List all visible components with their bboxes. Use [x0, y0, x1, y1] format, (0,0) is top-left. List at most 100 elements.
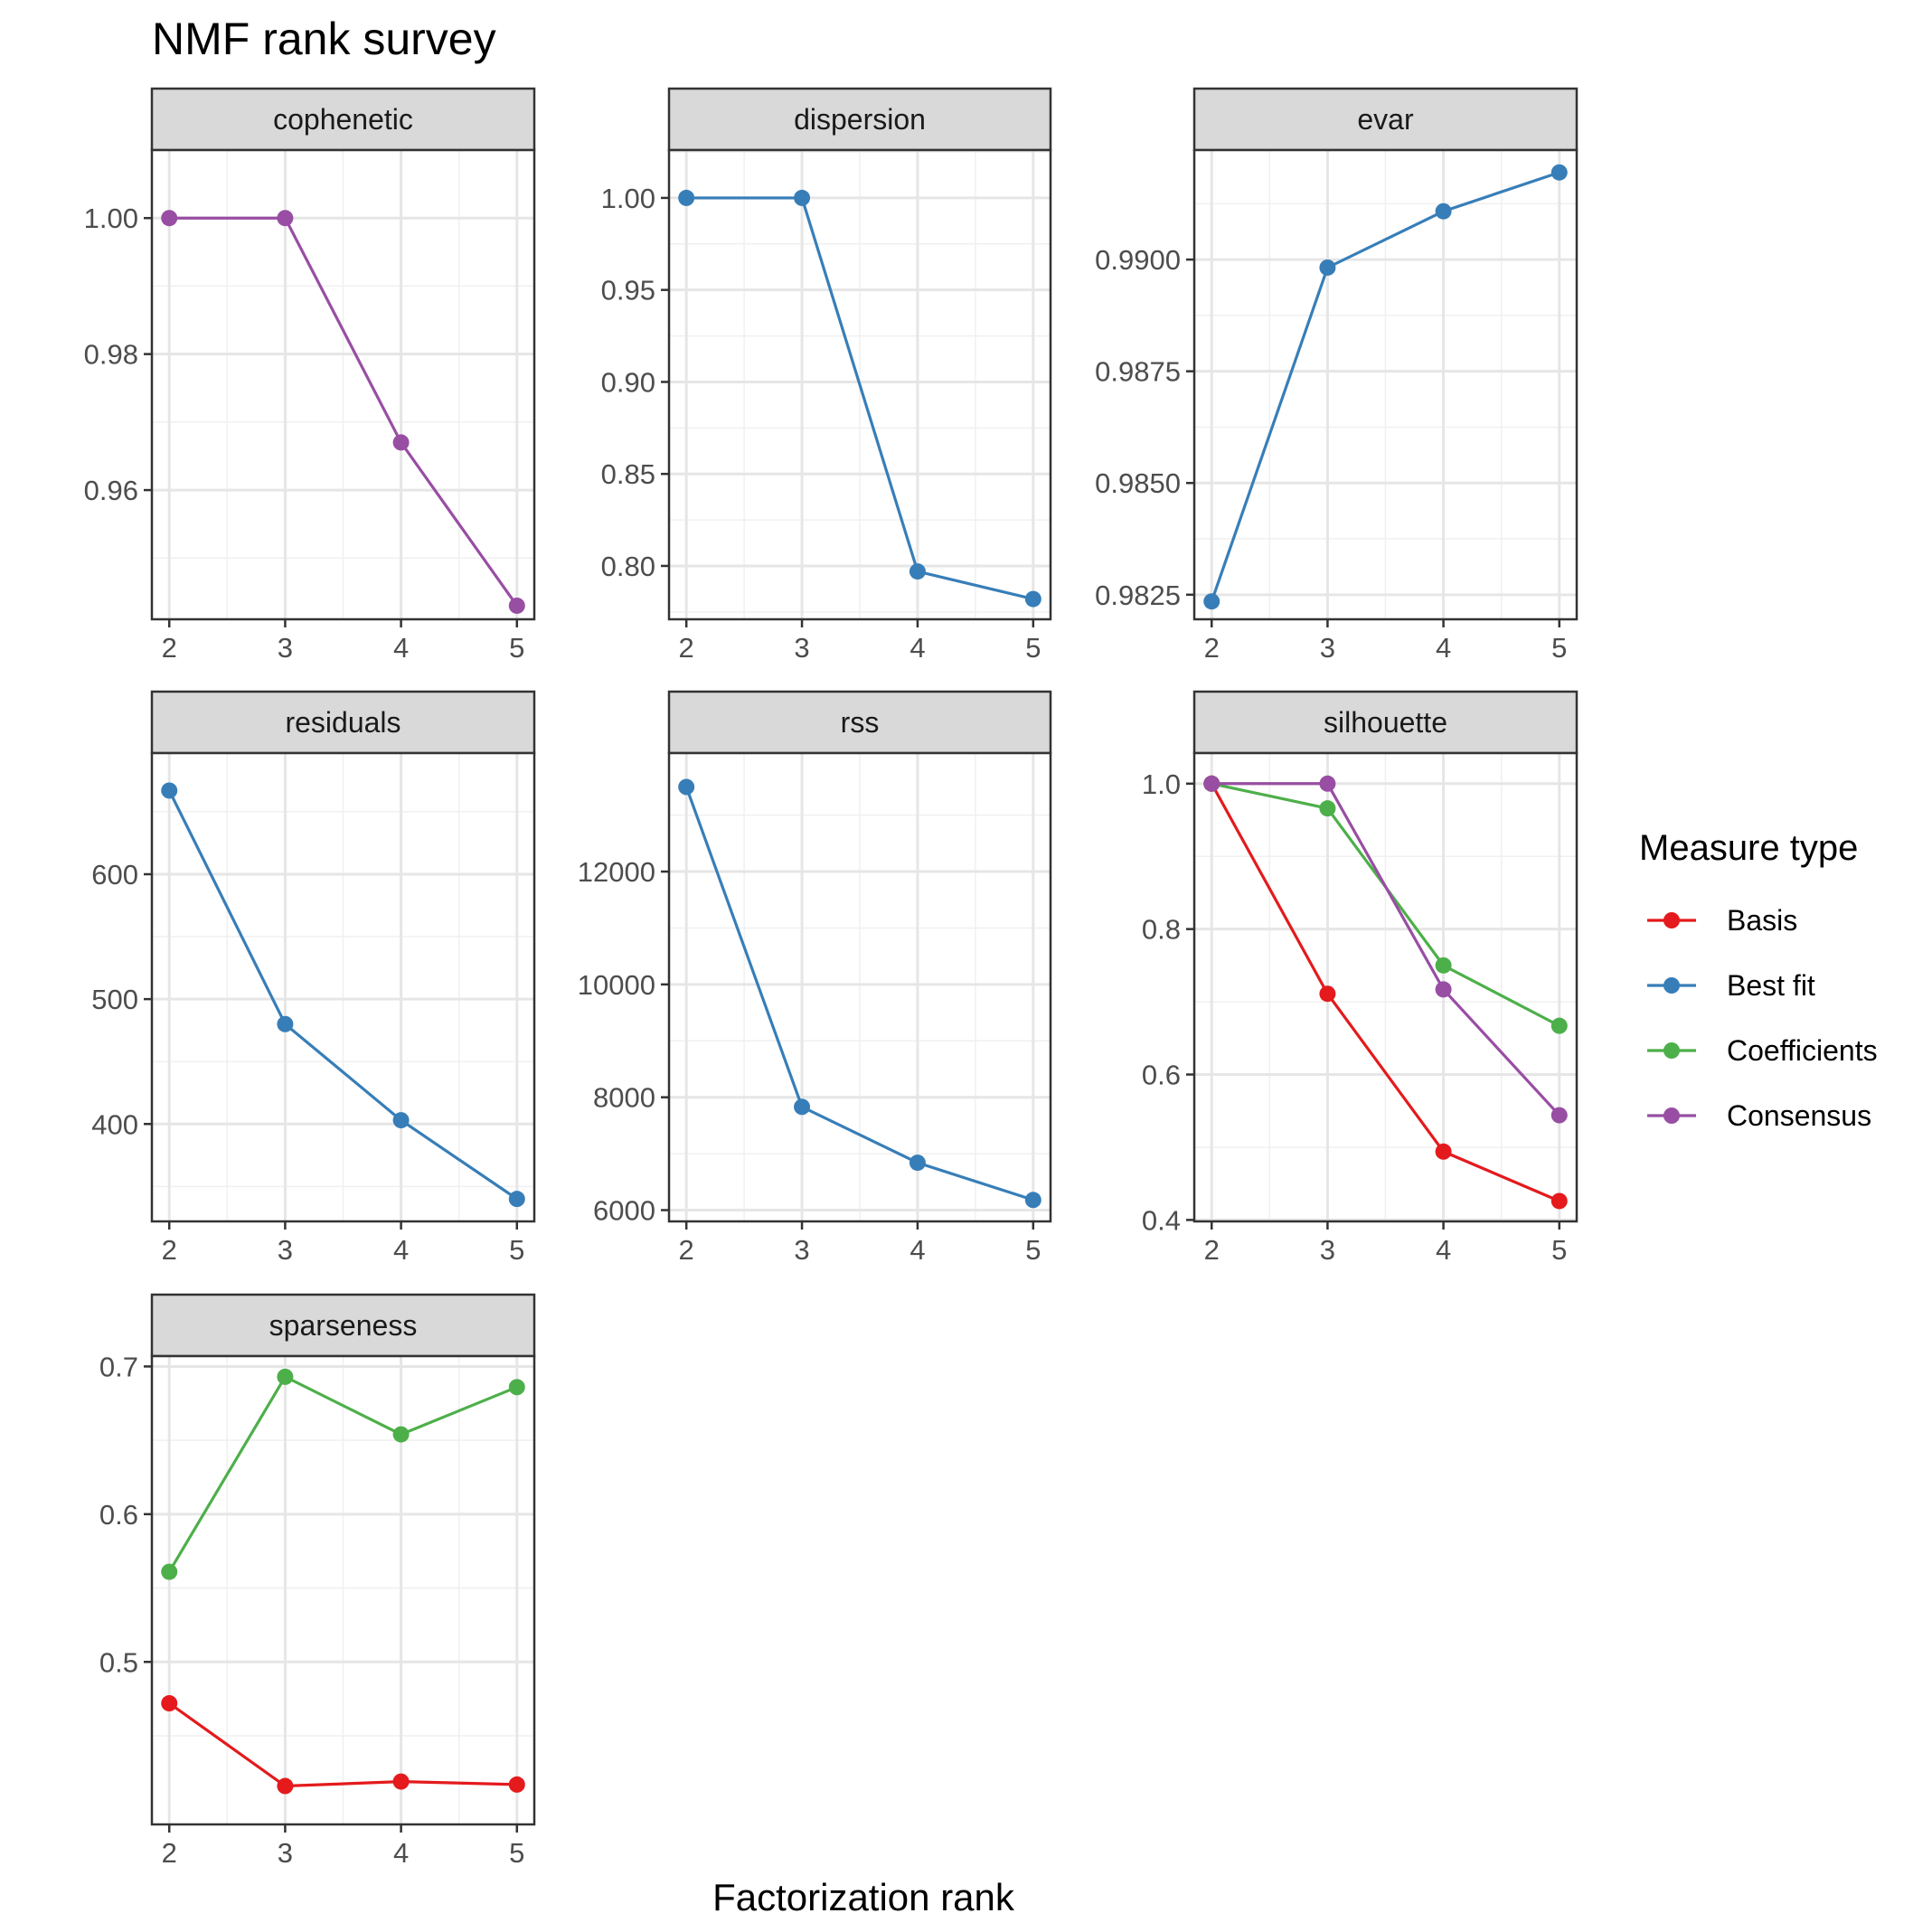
facet-strip: [667, 690, 1052, 755]
y-tick-label: 0.9825: [1095, 580, 1181, 611]
legend-label: Coefficients: [1727, 1034, 1878, 1067]
data-point: [1435, 981, 1452, 998]
y-tick-label: 400: [91, 1108, 138, 1140]
y-tick-label: 0.98: [84, 339, 138, 371]
x-tick-label: 3: [1320, 632, 1335, 664]
data-point: [678, 778, 695, 796]
x-tick-label: 4: [909, 1234, 925, 1266]
x-tick-label: 5: [509, 1837, 524, 1869]
y-tick-label: 0.6: [1142, 1060, 1181, 1091]
y-tick-label: 600: [91, 859, 138, 891]
series-line: [684, 786, 1034, 1202]
data-point: [1435, 1143, 1452, 1160]
x-tick-label: 2: [679, 1234, 694, 1266]
data-point: [909, 1154, 926, 1172]
x-tick-label: 2: [162, 1234, 177, 1266]
legend-key-point: [1663, 1042, 1680, 1059]
data-point: [1435, 203, 1452, 220]
data-point: [1319, 800, 1336, 817]
panel-sparseness: sparseness 0.7 0.6 0.5 2 3 4 5: [99, 1293, 536, 1869]
data-point: [1024, 1192, 1041, 1209]
y-tick-label: 12000: [578, 856, 655, 888]
data-point: [1319, 985, 1336, 1003]
panel-silhouette: silhouette 1.0 0.8 0.6 0.4 2 3 4 5: [1142, 690, 1579, 1266]
facet-strip-label: sparseness: [269, 1309, 418, 1342]
y-tick-label: 0.9850: [1095, 467, 1181, 499]
x-tick-label: 3: [278, 1837, 293, 1869]
legend-entry-basis: Basis: [1647, 904, 1797, 937]
panel-rss: rss 12000 10000 8000 6000 2 3 4 5: [578, 690, 1052, 1266]
y-tick-label: 1.00: [601, 183, 655, 214]
x-tick-label: 3: [794, 1234, 809, 1266]
series-best-fit: [161, 782, 525, 1208]
x-tick-label: 3: [278, 632, 293, 664]
facet-strip-label: silhouette: [1324, 706, 1447, 739]
data-point: [277, 1015, 294, 1032]
x-axis-title: Factorization rank: [712, 1876, 1015, 1918]
y-tick-label: 1.0: [1142, 768, 1181, 800]
y-tick-label: 0.9875: [1095, 356, 1181, 388]
x-tick-label: 4: [1436, 1234, 1451, 1266]
data-point: [909, 563, 926, 580]
x-tick-label: 2: [1204, 1234, 1220, 1266]
y-tick-label: 0.90: [601, 366, 655, 398]
x-tick-label: 4: [393, 1234, 409, 1266]
x-tick-label: 2: [162, 632, 177, 664]
facet-strip: [150, 87, 536, 152]
y-tick-label: 0.85: [601, 458, 655, 490]
legend-label: Best fit: [1727, 969, 1815, 1002]
legend-label: Basis: [1727, 904, 1797, 937]
facet-strip: [1192, 87, 1579, 152]
x-tick-label: 3: [794, 632, 809, 664]
series-best-fit: [678, 778, 1041, 1209]
x-tick-label: 4: [1436, 632, 1451, 664]
x-tick-label: 5: [1025, 1234, 1041, 1266]
y-tick-label: 0.8: [1142, 914, 1181, 946]
y-tick-label: 6000: [593, 1195, 655, 1227]
y-tick-label: 0.6: [99, 1499, 138, 1531]
y-tick-label: 8000: [593, 1082, 655, 1114]
y-tick-label: 10000: [578, 969, 655, 1001]
data-point: [1550, 1107, 1568, 1124]
data-point: [508, 1776, 525, 1793]
legend-entry-coefficients: Coefficients: [1647, 1034, 1878, 1067]
x-tick-label: 2: [1204, 632, 1220, 664]
facet-strip-label: cophenetic: [273, 103, 413, 136]
facet-strip-label: evar: [1357, 103, 1414, 136]
chart-title: NMF rank survey: [152, 14, 496, 64]
series-line: [167, 1374, 518, 1573]
legend-entry-consensus: Consensus: [1647, 1099, 1871, 1132]
legend-entry-best-fit: Best fit: [1647, 969, 1815, 1002]
facet-strip: [150, 1293, 536, 1358]
data-point: [392, 1773, 410, 1790]
series-consensus: [161, 210, 525, 614]
panel-border: [667, 751, 1052, 1223]
panel-evar: evar 0.9900 0.9875 0.9850 0.9825 2 3 4 5: [1095, 87, 1579, 664]
series-best-fit: [678, 189, 1041, 608]
x-tick-label: 4: [393, 1837, 409, 1869]
legend-key-point: [1663, 912, 1680, 928]
series-basis: [161, 1695, 525, 1795]
data-point: [508, 1191, 525, 1208]
series-best-fit: [1203, 164, 1568, 610]
legend-label: Consensus: [1727, 1099, 1871, 1132]
x-tick-label: 3: [1320, 1234, 1335, 1266]
panel-residuals: residuals 600 500 400 2 3 4 5: [91, 690, 536, 1266]
y-tick-label: 500: [91, 984, 138, 1015]
data-point: [1319, 259, 1336, 276]
data-point: [1024, 590, 1041, 608]
y-tick-label: 0.96: [84, 475, 138, 506]
panel-cophenetic: cophenetic 1.00 0.98 0.96 2 3 4 5: [84, 87, 536, 664]
data-point: [1203, 593, 1220, 610]
panel-dispersion: dispersion 1.00 0.95 0.90 0.85 0.80 2 3 4 5: [601, 87, 1052, 664]
panel-border: [1192, 751, 1579, 1223]
data-point: [161, 1695, 178, 1712]
panel-border: [150, 148, 536, 621]
legend-key-point: [1663, 1107, 1680, 1124]
y-tick-label: 0.95: [601, 275, 655, 306]
y-tick-label: 0.7: [99, 1351, 138, 1382]
data-point: [277, 1777, 294, 1795]
data-point: [508, 597, 525, 614]
x-tick-label: 5: [1025, 632, 1041, 664]
